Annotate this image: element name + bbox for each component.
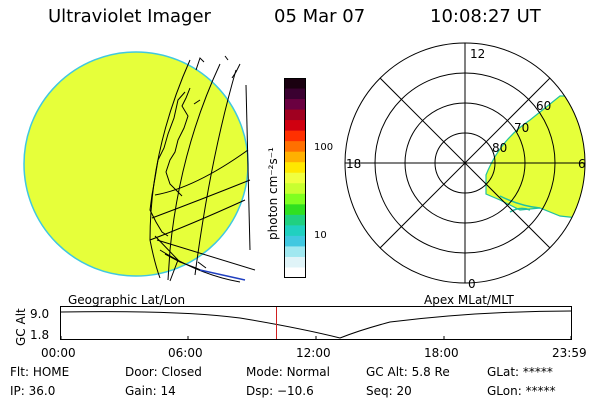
image-time: 10:08:27 UT — [430, 6, 541, 27]
colorbar-stripe — [284, 151, 306, 163]
earth-disk-emission — [23, 51, 249, 277]
colorbar-stripe — [284, 183, 306, 195]
time-tick-1200: 12:00 — [296, 346, 331, 360]
time-tick-0000: 00:00 — [41, 346, 76, 360]
status-glat-value: ***** — [522, 365, 553, 379]
geographic-map — [23, 51, 256, 283]
colorbar-stripe — [284, 88, 306, 100]
status-glon: GLon: ***** — [487, 384, 556, 398]
colorbar-stripe — [284, 267, 306, 278]
colorbar-stripe — [284, 256, 306, 268]
status-ip-label: IP: — [10, 384, 25, 398]
lat-label-70: 70 — [514, 121, 529, 135]
altitude-tick-9: 9.0 — [30, 307, 50, 321]
instrument-title: Ultraviolet Imager — [48, 6, 211, 27]
status-ip-value: 36.0 — [28, 384, 56, 398]
colorbar-stripe — [284, 99, 306, 111]
colorbar-stripe — [284, 204, 306, 216]
image-date: 05 Mar 07 — [274, 6, 366, 27]
colorbar-unit-label: photon cm⁻²s⁻¹ — [266, 147, 280, 240]
lat-label-60: 60 — [536, 99, 551, 113]
mlt-label-12: 12 — [470, 47, 485, 61]
oval-boundary-line — [199, 269, 246, 281]
status-mode-value: Normal — [286, 365, 330, 379]
colorbar-stripe — [284, 162, 306, 174]
colorbar-tick-100: 100 — [314, 142, 334, 153]
colorbar-stripe — [284, 225, 306, 237]
status-flt-value: HOME — [32, 365, 70, 379]
colorbar-tick-10: 10 — [314, 230, 327, 241]
status-gain: Gain: 14 — [125, 384, 176, 398]
status-flt: Flt: HOME — [10, 365, 69, 379]
status-flt-label: Flt: — [10, 365, 29, 379]
status-glon-value: ***** — [525, 384, 556, 398]
mlt-label-6: 6 — [578, 157, 586, 171]
right-map-title: Apex MLat/MLT — [424, 293, 514, 307]
coastline — [149, 55, 241, 273]
status-door-value: Closed — [161, 365, 202, 379]
altitude-curve — [60, 310, 572, 339]
status-mode-label: Mode: — [246, 365, 283, 379]
colorbar-stripe — [284, 193, 306, 205]
polar-mlt-map: 12 18 6 0 60 70 80 — [344, 42, 586, 291]
lat-lon-grid — [149, 59, 256, 283]
altitude-axis-title: GC Alt — [14, 308, 28, 346]
status-glat-label: GLat: — [487, 365, 520, 379]
altitude-tick-1-8: 1.8 — [30, 328, 50, 342]
colorbar-stripe — [284, 246, 306, 258]
auroral-edge-arc — [499, 195, 541, 213]
status-door: Door: Closed — [125, 365, 202, 379]
status-gcalt-value: 5.8 Re — [411, 365, 450, 379]
status-gain-value: 14 — [160, 384, 176, 398]
status-gcalt: GC Alt: 5.8 Re — [366, 365, 450, 379]
x-ticks — [60, 336, 572, 340]
colorbar-stripe — [284, 141, 306, 153]
colorbar-stripe — [284, 120, 306, 132]
colorbar-stripe — [284, 214, 306, 226]
altitude-plot — [60, 306, 572, 340]
status-dsp-label: Dsp: — [246, 384, 274, 398]
time-tick-0600: 06:00 — [168, 346, 203, 360]
status-ip: IP: 36.0 — [10, 384, 55, 398]
mlt-label-18: 18 — [346, 157, 361, 171]
colorbar-stripe — [284, 172, 306, 184]
colorbar-stripe — [284, 235, 306, 247]
status-dsp: Dsp: −10.6 — [246, 384, 314, 398]
left-map-title: Geographic Lat/Lon — [68, 293, 186, 307]
status-gain-label: Gain: — [125, 384, 157, 398]
status-seq-value: 20 — [396, 384, 412, 398]
time-tick-2359: 23:59 — [552, 346, 587, 360]
status-door-label: Door: — [125, 365, 158, 379]
polar-grid — [344, 42, 586, 284]
colorbar — [284, 78, 306, 278]
status-gcalt-label: GC Alt: — [366, 365, 408, 379]
mlt-label-0: 0 — [468, 277, 476, 291]
lat-label-80: 80 — [492, 141, 507, 155]
status-glon-label: GLon: — [487, 384, 522, 398]
colorbar-stripe — [284, 109, 306, 121]
status-mode: Mode: Normal — [246, 365, 330, 379]
colorbar-stripe — [284, 130, 306, 142]
status-seq: Seq: 20 — [366, 384, 412, 398]
time-tick-1800: 18:00 — [424, 346, 459, 360]
status-dsp-value: −10.6 — [276, 384, 314, 398]
auroral-emission-region — [485, 95, 585, 219]
status-seq-label: Seq: — [366, 384, 393, 398]
status-glat: GLat: ***** — [487, 365, 553, 379]
colorbar-stripe — [284, 78, 306, 90]
